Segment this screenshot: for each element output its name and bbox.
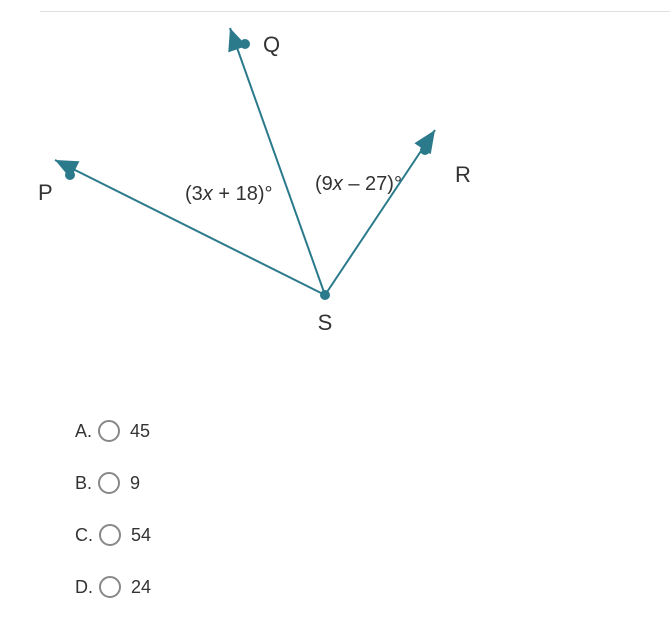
option-value: 24 — [131, 577, 151, 598]
angle-diagram: P Q R S (3x + 18)° (9x – 27)° — [0, 0, 670, 380]
option-value: 45 — [130, 421, 150, 442]
option-value: 54 — [131, 525, 151, 546]
svg-text:R: R — [455, 162, 471, 187]
answer-options: A. 45 B. 9 C. 54 D. 24 — [75, 420, 151, 628]
option-letter: C. — [75, 525, 93, 546]
option-d: D. 24 — [75, 576, 151, 598]
option-value: 9 — [130, 473, 140, 494]
svg-text:(3x + 18)°: (3x + 18)° — [185, 183, 273, 205]
radio-a[interactable] — [98, 420, 120, 442]
svg-text:S: S — [318, 310, 333, 335]
option-letter: A. — [75, 421, 92, 442]
option-letter: D. — [75, 577, 93, 598]
radio-c[interactable] — [99, 524, 121, 546]
option-letter: B. — [75, 473, 92, 494]
option-a: A. 45 — [75, 420, 151, 442]
option-c: C. 54 — [75, 524, 151, 546]
svg-text:P: P — [38, 180, 53, 205]
radio-b[interactable] — [98, 472, 120, 494]
option-b: B. 9 — [75, 472, 151, 494]
svg-text:Q: Q — [263, 32, 280, 57]
svg-text:(9x – 27)°: (9x – 27)° — [315, 173, 402, 195]
radio-d[interactable] — [99, 576, 121, 598]
